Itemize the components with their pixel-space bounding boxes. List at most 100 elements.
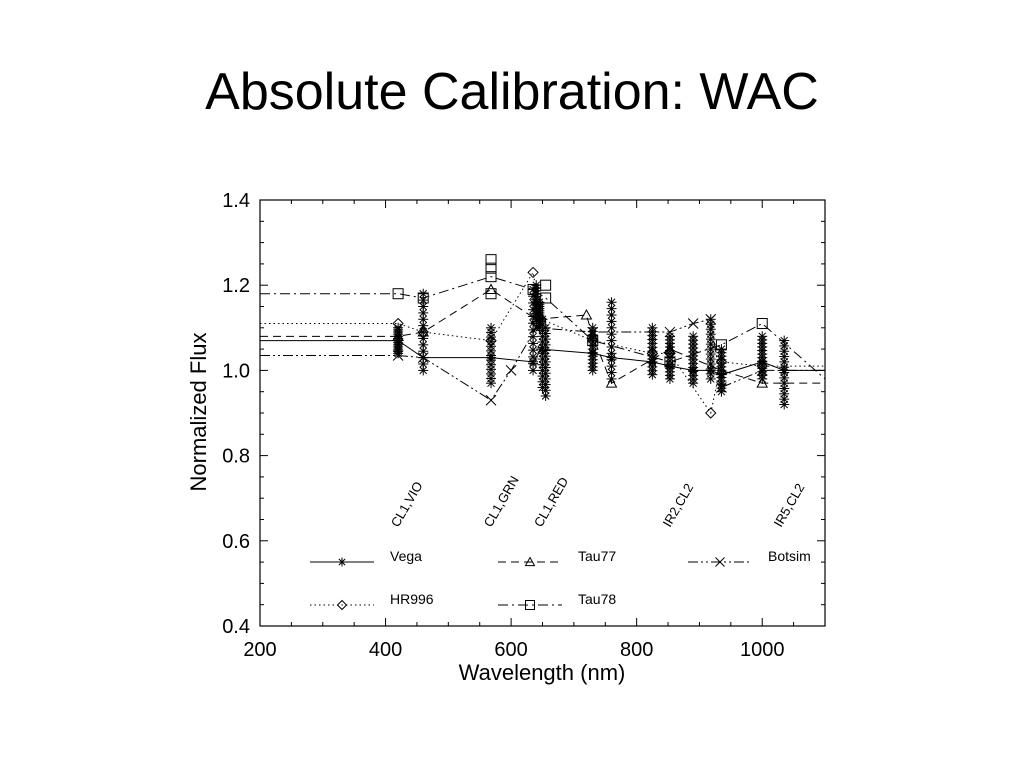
legend-marker: [336, 599, 348, 611]
data-point-vega: [486, 322, 497, 333]
filter-annotation: IR2,CL2: [660, 481, 697, 530]
data-point-vega: [606, 329, 617, 340]
data-point-hr996: [417, 326, 429, 338]
data-point-botsim: [716, 382, 727, 393]
data-point-vega: [647, 322, 658, 333]
filter-annotation: CL1,RED: [531, 474, 571, 529]
data-point-botsim: [505, 365, 517, 376]
data-point-hr996: [392, 317, 404, 330]
data-point-vega: [528, 358, 539, 369]
data-point-botsim: [756, 365, 768, 376]
data-point-botsim: [530, 322, 542, 334]
data-point-vega: [606, 310, 617, 321]
data-point-tau78: [715, 339, 727, 351]
legend-entry-tau78: Tau78: [498, 591, 616, 610]
data-point-botsim: [705, 313, 717, 325]
y-tick-label: 0.8: [222, 446, 250, 468]
y-tick-label: 0.4: [222, 616, 250, 638]
data-point-hr996: [485, 334, 497, 347]
data-point-hr996: [705, 407, 717, 419]
legend-label: Vega: [390, 548, 422, 564]
data-point-botsim: [417, 352, 429, 363]
x-tick-label: 400: [369, 639, 402, 661]
data-point-vega: [418, 314, 429, 325]
legend-entry-tau77: Tau77: [498, 548, 616, 567]
data-point-vega: [606, 348, 617, 359]
data-point-vega: [757, 331, 768, 342]
y-tick-label: 1.4: [222, 190, 250, 212]
data-point-tau78: [392, 288, 404, 300]
data-point-botsim: [687, 318, 699, 329]
data-point-vega: [606, 303, 617, 314]
x-axis-label: Wavelength (nm): [459, 660, 626, 685]
data-point-tau77: [756, 377, 769, 388]
data-point-botsim: [485, 394, 497, 406]
legend-label: Tau78: [578, 591, 616, 607]
filter-annotation: CL1,VIO: [388, 479, 426, 530]
data-point-tau77: [392, 330, 404, 341]
x-tick-label: 600: [494, 639, 527, 661]
y-tick-label: 0.6: [222, 531, 250, 553]
filter-annotation: IR5,CL2: [771, 481, 808, 530]
data-point-vega: [534, 297, 545, 308]
data-point-vega: [606, 341, 617, 352]
data-point-vega: [688, 331, 699, 342]
data-point-tau77: [417, 326, 430, 337]
data-point-tau78: [485, 254, 497, 266]
data-point-hr996: [646, 347, 659, 360]
y-axis-label: Normalized Flux: [186, 333, 211, 492]
data-point-tau78: [485, 288, 497, 300]
legend-label: Botsim: [768, 548, 811, 564]
data-point-tau78: [664, 356, 676, 368]
data-point-vega: [418, 288, 429, 299]
series-line-vega: [260, 340, 825, 376]
x-tick-label: 800: [620, 639, 653, 661]
data-point-vega: [779, 335, 790, 346]
legend-marker: [524, 556, 536, 567]
data-point-tau78: [527, 283, 539, 295]
x-tick-label: 200: [243, 639, 276, 661]
data-point-tau77: [530, 313, 543, 324]
data-point-tau78: [485, 262, 497, 274]
data-point-hr996: [715, 356, 728, 368]
legend-marker: [337, 557, 347, 567]
data-point-tau77: [580, 308, 593, 320]
legend-label: HR996: [390, 591, 434, 607]
data-point-tau78: [417, 292, 429, 304]
data-point-vega: [606, 297, 617, 308]
data-point-vega: [528, 345, 539, 356]
data-point-vega: [606, 367, 617, 378]
legend-entry-vega: Vega: [310, 548, 422, 567]
data-point-hr996: [756, 360, 768, 372]
data-point-tau77: [664, 343, 676, 354]
data-point-tau78: [540, 292, 552, 304]
filter-annotation: CL1,GRN: [481, 473, 522, 529]
data-point-vega: [540, 322, 551, 333]
y-tick-label: 1.2: [222, 275, 250, 297]
data-point-vega: [716, 344, 727, 355]
series-line-tau78: [260, 276, 826, 380]
data-point-vega: [540, 379, 551, 390]
data-point-tau77: [605, 377, 618, 388]
legend-entry-botsim: Botsim: [688, 548, 811, 567]
data-point-tau78: [485, 271, 497, 283]
data-point-tau78: [540, 279, 552, 291]
data-point-hr996: [527, 266, 539, 279]
data-point-hr996: [664, 347, 676, 360]
legend-label: Tau77: [578, 548, 616, 564]
data-point-vega: [531, 280, 542, 291]
data-point-vega: [540, 373, 551, 384]
data-point-vega: [528, 338, 539, 349]
data-point-botsim: [392, 350, 404, 361]
legend-marker: [715, 557, 725, 567]
data-point-vega: [540, 345, 551, 356]
data-point-tau77: [715, 364, 728, 375]
legend-entry-hr996: HR996: [310, 591, 434, 611]
x-tick-label: 1000: [740, 639, 785, 661]
data-point-botsim: [664, 326, 676, 338]
data-point-vega: [606, 322, 617, 333]
legend-marker: [525, 600, 535, 610]
data-point-tau78: [587, 335, 599, 347]
slide-title: Absolute Calibration: WAC: [205, 63, 819, 121]
